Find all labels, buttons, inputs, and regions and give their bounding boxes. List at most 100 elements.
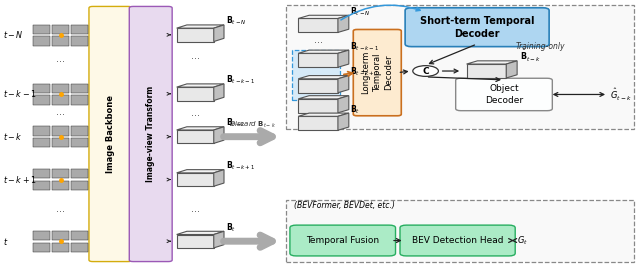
Polygon shape: [298, 50, 349, 53]
Polygon shape: [177, 170, 224, 173]
Bar: [52, 25, 69, 34]
Polygon shape: [214, 127, 224, 143]
Polygon shape: [298, 18, 338, 32]
Bar: [71, 36, 88, 46]
Polygon shape: [338, 50, 349, 67]
Text: Discard $\mathbf{B}_{t-k}$: Discard $\mathbf{B}_{t-k}$: [229, 120, 276, 130]
Bar: [71, 169, 88, 178]
Text: (BEVFormer, BEVDet, etc.): (BEVFormer, BEVDet, etc.): [294, 201, 396, 210]
Bar: [52, 243, 69, 252]
Bar: [71, 84, 88, 93]
Bar: [33, 138, 50, 147]
Bar: [52, 181, 69, 190]
Text: ···: ···: [56, 207, 65, 217]
Bar: [52, 36, 69, 46]
Polygon shape: [467, 64, 506, 78]
Text: ···: ···: [314, 38, 323, 48]
Polygon shape: [298, 96, 349, 99]
FancyBboxPatch shape: [89, 6, 132, 262]
Bar: [71, 231, 88, 240]
Text: ···: ···: [191, 207, 200, 217]
Text: $\hat{G}_{t-k}$: $\hat{G}_{t-k}$: [610, 87, 632, 103]
Polygon shape: [298, 15, 349, 18]
Polygon shape: [298, 79, 338, 93]
Polygon shape: [177, 25, 224, 28]
Bar: [33, 95, 50, 105]
Polygon shape: [214, 84, 224, 100]
Text: $t$: $t$: [3, 236, 8, 247]
FancyBboxPatch shape: [292, 50, 340, 100]
Text: ···: ···: [56, 110, 65, 120]
Text: Temporal Fusion: Temporal Fusion: [306, 236, 380, 245]
Circle shape: [413, 66, 438, 76]
Polygon shape: [338, 96, 349, 113]
FancyBboxPatch shape: [286, 5, 634, 129]
Text: Object
Decoder: Object Decoder: [485, 84, 523, 105]
Text: C: C: [422, 66, 429, 76]
Bar: [33, 243, 50, 252]
Polygon shape: [177, 231, 224, 234]
Bar: [52, 138, 69, 147]
Text: $\mathbf{B}_t$: $\mathbf{B}_t$: [350, 103, 360, 116]
Text: $\mathbf{B}_{t-k-1}$: $\mathbf{B}_{t-k-1}$: [350, 40, 379, 53]
Polygon shape: [177, 127, 224, 130]
Polygon shape: [298, 99, 338, 113]
Bar: [71, 126, 88, 136]
Polygon shape: [177, 84, 224, 87]
Text: BEV Detection Head: BEV Detection Head: [412, 236, 503, 245]
Text: Image-view Transform: Image-view Transform: [146, 86, 156, 182]
FancyBboxPatch shape: [290, 225, 396, 256]
Text: $t-k-1$: $t-k-1$: [3, 88, 37, 99]
Bar: [52, 84, 69, 93]
Text: $\mathbf{B}_t$: $\mathbf{B}_t$: [226, 221, 236, 234]
Polygon shape: [338, 113, 349, 130]
Bar: [33, 25, 50, 34]
Bar: [33, 231, 50, 240]
Text: Training-only: Training-only: [516, 42, 566, 51]
Polygon shape: [298, 76, 349, 79]
Bar: [71, 243, 88, 252]
Bar: [33, 126, 50, 136]
Bar: [71, 25, 88, 34]
Bar: [33, 181, 50, 190]
FancyBboxPatch shape: [405, 8, 549, 47]
Polygon shape: [177, 173, 214, 186]
Polygon shape: [177, 234, 214, 248]
Polygon shape: [214, 170, 224, 186]
Text: $t-N$: $t-N$: [3, 29, 24, 40]
Polygon shape: [298, 53, 338, 67]
Text: ···: ···: [56, 57, 65, 67]
Polygon shape: [338, 76, 349, 93]
FancyBboxPatch shape: [400, 225, 515, 256]
Polygon shape: [214, 25, 224, 42]
Polygon shape: [338, 15, 349, 32]
Bar: [71, 181, 88, 190]
Text: $t-k+1$: $t-k+1$: [3, 174, 37, 185]
Text: ···: ···: [314, 93, 323, 103]
Polygon shape: [177, 87, 214, 100]
Text: $\mathbf{B}_{t-N}$: $\mathbf{B}_{t-N}$: [350, 5, 371, 18]
Text: $\mathbf{B}_{t-k-1}$: $\mathbf{B}_{t-k-1}$: [226, 74, 255, 86]
Polygon shape: [298, 116, 338, 130]
Polygon shape: [177, 130, 214, 143]
Text: Short-term Temporal
Decoder: Short-term Temporal Decoder: [420, 16, 534, 39]
Bar: [33, 84, 50, 93]
Text: Image Backbone: Image Backbone: [106, 95, 115, 173]
Bar: [52, 231, 69, 240]
Text: $G_t$: $G_t$: [517, 234, 528, 247]
Text: ···: ···: [191, 54, 200, 64]
Polygon shape: [467, 61, 517, 64]
Text: Long-term
Temporal
Decoder: Long-term Temporal Decoder: [361, 51, 394, 94]
Bar: [33, 169, 50, 178]
Text: $\mathbf{B}_{t-k+1}$: $\mathbf{B}_{t-k+1}$: [226, 159, 255, 172]
Text: $\mathbf{B}_{t-N}$: $\mathbf{B}_{t-N}$: [226, 15, 246, 27]
Text: $t-k$: $t-k$: [3, 131, 23, 142]
FancyBboxPatch shape: [353, 29, 401, 116]
Polygon shape: [214, 231, 224, 248]
FancyBboxPatch shape: [456, 78, 552, 111]
FancyBboxPatch shape: [286, 200, 634, 262]
Text: $\mathbf{B}_{t-k+1}$: $\mathbf{B}_{t-k+1}$: [350, 66, 379, 78]
Text: $\hat{\mathbf{B}}_{t-k}$: $\hat{\mathbf{B}}_{t-k}$: [520, 47, 540, 64]
FancyBboxPatch shape: [129, 6, 172, 262]
Text: $\mathbf{B}_{t-k}$: $\mathbf{B}_{t-k}$: [226, 117, 246, 129]
